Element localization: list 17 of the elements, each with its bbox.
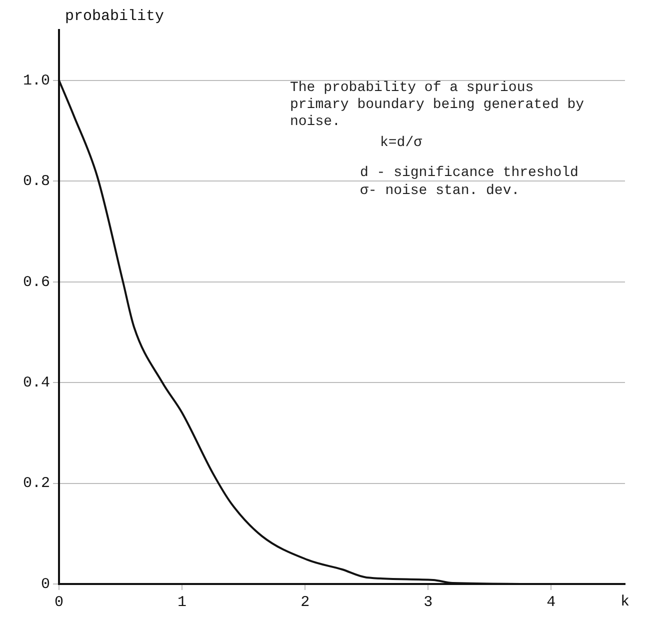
x-axis-title: k bbox=[620, 593, 630, 610]
x-tick-label: 1 bbox=[178, 594, 187, 611]
y-axis-title: probability bbox=[65, 8, 164, 25]
x-tick-label: 2 bbox=[300, 594, 310, 611]
x-tick-label: 0 bbox=[54, 594, 64, 611]
annotation: k=d/σ bbox=[380, 135, 424, 152]
annotation: d - significance threshold bbox=[360, 165, 580, 182]
y-tick-label: 1.0 bbox=[22, 72, 50, 90]
x-tick-label: 3 bbox=[424, 594, 433, 611]
y-tick-label: 0.2 bbox=[22, 475, 50, 492]
y-tick-label: 0.6 bbox=[22, 274, 50, 291]
y-tick-label: 0 bbox=[40, 576, 50, 593]
y-tick-label: 0.4 bbox=[22, 374, 50, 392]
y-tick-label: 0.8 bbox=[22, 173, 50, 190]
annotation: σ- noise stan. dev. bbox=[360, 183, 521, 200]
annotation: The probability of a spurious primary boundary being generated by noise. bbox=[290, 80, 586, 131]
x-tick-label: 4 bbox=[546, 594, 556, 611]
